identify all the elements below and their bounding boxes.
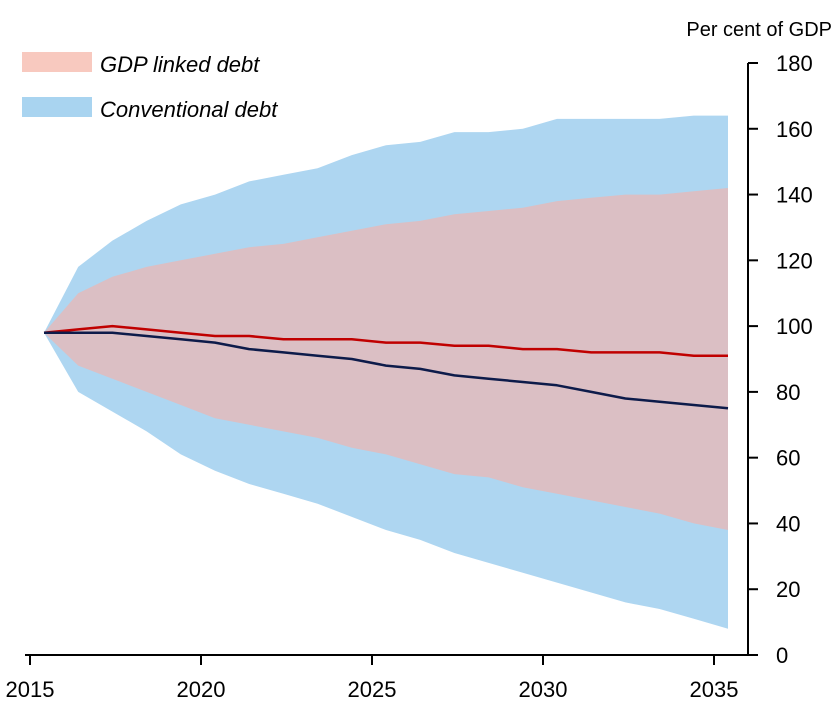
- series-layer: [43, 324, 729, 410]
- y-tick-label: 40: [776, 511, 800, 536]
- series-line-1: [44, 331, 729, 410]
- series-line-0: [43, 324, 728, 357]
- x-tick-label: 2030: [519, 677, 568, 702]
- x-tick-label: 2015: [6, 677, 55, 702]
- y-tick-label: 180: [776, 51, 813, 76]
- ticks-layer: 0 20 40 60 80 100 120 140 160 180 2015 2020 2025 2030…: [6, 51, 813, 702]
- y-tick-label: 160: [776, 117, 813, 142]
- x-tick-label: 2020: [177, 677, 226, 702]
- legend: GDP linked debt Conventional debt: [22, 52, 278, 122]
- y-tick-label: 120: [776, 248, 813, 273]
- legend-label-conventional-debt: Conventional debt: [100, 97, 278, 122]
- x-tick-label: 2025: [348, 677, 397, 702]
- axes-layer: [25, 63, 749, 656]
- legend-label-gdp-linked-debt: GDP linked debt: [100, 52, 260, 77]
- y-tick-label: 60: [776, 446, 800, 471]
- bands-layer: [44, 115, 728, 629]
- y-tick-label: 100: [776, 314, 813, 339]
- y-tick-label: 140: [776, 183, 813, 208]
- y-tick-label: 80: [776, 380, 800, 405]
- legend-swatch-conventional-debt: [22, 97, 92, 117]
- band-gdp-linked-debt: [44, 188, 728, 530]
- y-axis-unit-label: Per cent of GDP: [686, 19, 832, 41]
- y-tick-label: 0: [776, 643, 788, 668]
- x-tick-label: 2035: [690, 677, 739, 702]
- y-tick-label: 20: [776, 577, 800, 602]
- legend-swatch-gdp-linked-debt: [22, 52, 92, 72]
